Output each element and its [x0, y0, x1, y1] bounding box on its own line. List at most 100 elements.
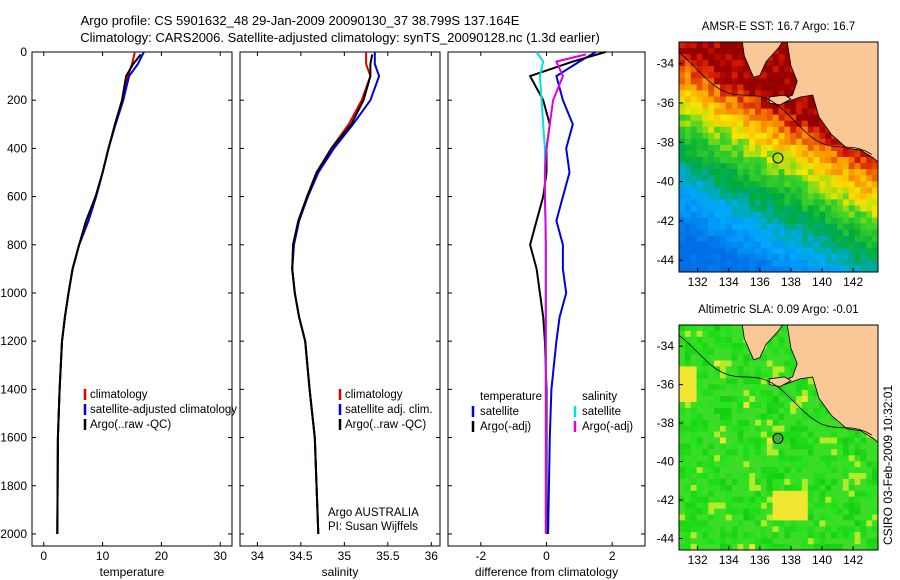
map-cell	[801, 211, 809, 219]
map-cell	[690, 467, 698, 474]
map-cell	[737, 402, 744, 409]
map-cell	[860, 235, 867, 243]
map-cell	[714, 181, 721, 188]
map-cell	[819, 132, 826, 140]
map-cell	[813, 431, 821, 439]
map-cell	[819, 544, 826, 550]
map-cell	[743, 431, 750, 439]
legend-header: temperature	[480, 391, 542, 403]
map-cell	[737, 502, 744, 510]
map-cell	[743, 265, 750, 272]
map-cell	[801, 431, 809, 439]
map-cell	[772, 514, 780, 521]
map-cell	[725, 84, 733, 92]
map-cell	[737, 241, 744, 249]
map-cell	[696, 72, 704, 79]
map-cell	[708, 538, 715, 545]
map-cell	[784, 437, 791, 444]
map-cell	[690, 526, 698, 533]
map-cell	[755, 247, 762, 255]
map-cell	[684, 538, 692, 545]
map-cell	[819, 120, 826, 128]
map-cell	[720, 114, 727, 122]
map-cell	[737, 532, 744, 539]
map-cell	[696, 78, 704, 85]
map-cell	[801, 265, 809, 272]
map-cell	[690, 235, 698, 243]
map-cell	[842, 265, 850, 272]
map-cell	[772, 336, 780, 344]
map-cell	[743, 181, 750, 188]
map-cell	[696, 102, 704, 110]
map-cell	[819, 532, 826, 539]
map-cell	[749, 496, 756, 504]
map-cell	[690, 169, 698, 176]
map-cell	[714, 217, 721, 225]
map-cell	[837, 265, 844, 272]
map-cell	[760, 478, 768, 486]
map-cell	[737, 199, 744, 207]
map-cell	[725, 217, 733, 225]
map-cell	[766, 514, 774, 521]
map-cell	[766, 175, 774, 182]
map-cell	[690, 66, 698, 73]
map-cell	[714, 455, 721, 462]
map-cell	[766, 390, 774, 397]
map-cell	[708, 96, 715, 104]
map-cell	[731, 342, 739, 350]
map-cell	[702, 247, 709, 255]
map-cell	[743, 348, 750, 356]
map-cell	[831, 241, 838, 249]
map-cell	[860, 150, 867, 158]
map-cell	[737, 72, 744, 79]
map-cell	[720, 544, 727, 550]
map-cell	[679, 235, 686, 243]
map-title: AMSR-E SST: 16.7 Argo: 16.7	[702, 21, 855, 33]
map-cell	[731, 431, 739, 439]
map-cell	[778, 396, 785, 403]
map-cell	[790, 384, 797, 391]
map-cell	[807, 157, 815, 164]
map-cell	[725, 132, 733, 140]
map-cell	[714, 247, 721, 255]
map-cell	[731, 96, 739, 104]
x-tick-label: 134	[719, 553, 739, 567]
map-cell	[696, 126, 704, 134]
map-cell	[749, 211, 756, 219]
map-cell	[837, 437, 844, 444]
map-cell	[778, 484, 785, 492]
map-cell	[737, 372, 744, 379]
map-cell	[720, 108, 727, 116]
map-cell	[872, 259, 878, 267]
map-cell	[684, 478, 692, 486]
map-cell	[813, 241, 821, 249]
map-cell	[720, 473, 727, 480]
map-cell	[731, 175, 739, 182]
map-cell	[766, 413, 774, 421]
map-cell	[684, 157, 692, 164]
map-cell	[807, 175, 815, 182]
map-cell	[714, 132, 721, 140]
y-tick-label: -44	[657, 531, 675, 545]
map-cell	[737, 90, 744, 98]
map-cell	[679, 390, 686, 397]
map-cell	[784, 384, 791, 391]
map-cell	[702, 78, 709, 85]
map-cell	[772, 169, 780, 176]
map-cell	[743, 502, 750, 510]
map-cell	[684, 175, 692, 182]
map-cell	[684, 253, 692, 261]
map-cell	[731, 443, 739, 450]
map-cell	[737, 544, 744, 550]
map-cell	[684, 449, 692, 456]
map-cell	[860, 496, 867, 504]
map-cell	[696, 384, 704, 391]
map-cell	[872, 514, 878, 521]
map-cell	[696, 502, 704, 510]
map-cell	[743, 526, 750, 533]
map-cell	[725, 532, 733, 539]
map-cell	[778, 402, 785, 409]
map-cell	[807, 144, 815, 152]
map-cell	[702, 265, 709, 272]
